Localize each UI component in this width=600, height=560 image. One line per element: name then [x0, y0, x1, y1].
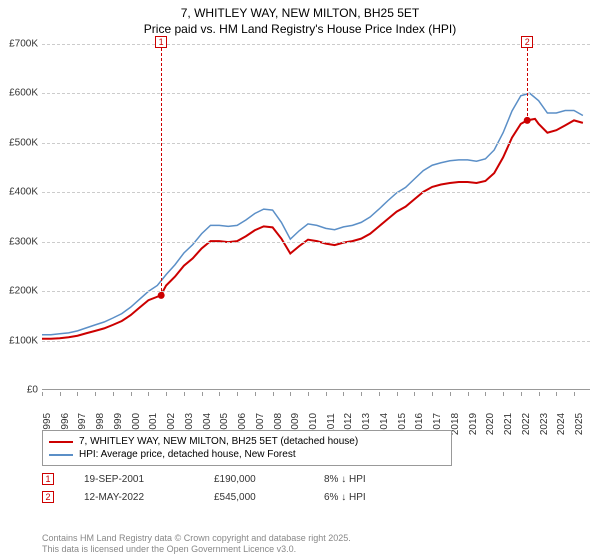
table-row: 1 19-SEP-2001 £190,000 8% ↓ HPI — [42, 470, 414, 488]
table-row: 2 12-MAY-2022 £545,000 6% ↓ HPI — [42, 488, 414, 506]
legend-item: HPI: Average price, detached house, New … — [49, 448, 445, 461]
sale-marker-box: 1 — [155, 36, 167, 48]
x-tick-label: 2023 — [539, 413, 550, 435]
legend-label: HPI: Average price, detached house, New … — [79, 449, 296, 460]
y-tick-label: £600K — [0, 88, 38, 99]
legend-swatch-icon — [49, 441, 73, 443]
x-tick-label: 2019 — [468, 413, 479, 435]
footer-line1: Contains HM Land Registry data © Crown c… — [42, 533, 351, 545]
sale-date: 19-SEP-2001 — [84, 474, 214, 485]
footer-attribution: Contains HM Land Registry data © Crown c… — [42, 533, 351, 556]
x-tick-label: 2021 — [503, 413, 514, 435]
legend-label: 7, WHITLEY WAY, NEW MILTON, BH25 5ET (de… — [79, 436, 358, 447]
chart-svg — [42, 44, 590, 389]
y-tick-label: £300K — [0, 236, 38, 247]
x-tick-label: 2022 — [521, 413, 532, 435]
x-tick-label: 2025 — [574, 413, 585, 435]
sale-date: 12-MAY-2022 — [84, 492, 214, 503]
series-line — [42, 119, 583, 339]
y-tick-label: £200K — [0, 286, 38, 297]
x-tick-label: 2020 — [485, 413, 496, 435]
x-axis-ticks: 1995199619971998199920002001200220032004… — [42, 392, 590, 426]
y-tick-label: £500K — [0, 137, 38, 148]
series-line — [42, 93, 583, 335]
title-line2: Price paid vs. HM Land Registry's House … — [0, 22, 600, 38]
title-line1: 7, WHITLEY WAY, NEW MILTON, BH25 5ET — [0, 6, 600, 22]
y-tick-label: £700K — [0, 39, 38, 50]
sale-delta: 6% ↓ HPI — [324, 492, 414, 503]
chart-title: 7, WHITLEY WAY, NEW MILTON, BH25 5ET Pri… — [0, 0, 600, 37]
sales-table: 1 19-SEP-2001 £190,000 8% ↓ HPI 2 12-MAY… — [42, 470, 414, 506]
chart-plot-area: £0£100K£200K£300K£400K£500K£600K£700K12 — [42, 44, 590, 390]
x-tick-label: 2024 — [556, 413, 567, 435]
legend-item: 7, WHITLEY WAY, NEW MILTON, BH25 5ET (de… — [49, 435, 445, 448]
y-tick-label: £400K — [0, 187, 38, 198]
sale-marker-icon: 2 — [42, 491, 54, 503]
y-tick-label: £100K — [0, 335, 38, 346]
legend-box: 7, WHITLEY WAY, NEW MILTON, BH25 5ET (de… — [42, 430, 452, 466]
sale-delta: 8% ↓ HPI — [324, 474, 414, 485]
legend-swatch-icon — [49, 454, 73, 456]
sale-price: £190,000 — [214, 474, 324, 485]
sale-marker-box: 2 — [521, 36, 533, 48]
footer-line2: This data is licensed under the Open Gov… — [42, 544, 351, 556]
sale-marker-icon: 1 — [42, 473, 54, 485]
y-tick-label: £0 — [0, 385, 38, 396]
sale-price: £545,000 — [214, 492, 324, 503]
